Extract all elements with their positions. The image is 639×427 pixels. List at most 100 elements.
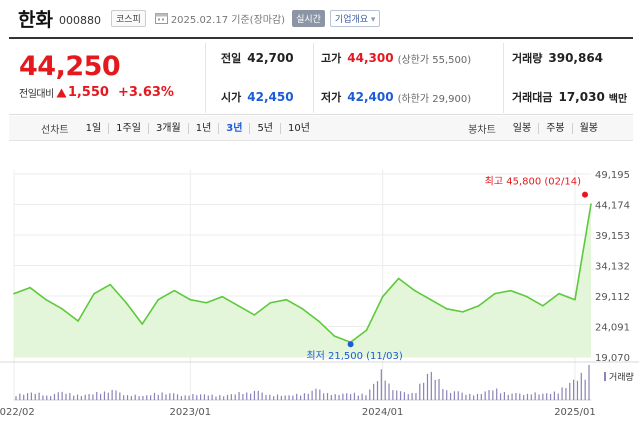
max-annotation: 최고 45,800 (02/14) [485,176,581,188]
price-point [558,292,560,295]
price-point [157,298,160,301]
date-basis: 기준(장마감) [231,14,286,26]
volume-bar [353,392,356,400]
volume-bar [103,391,106,400]
period-3m[interactable]: 3개월 [147,122,188,134]
volume-bar [557,393,559,400]
date-value: 2025.02.17 [170,14,229,26]
price-point [365,329,368,331]
volume-bar [126,395,129,400]
volume-bar [315,388,317,400]
stat-value: 17,030 [558,90,605,104]
period-1w[interactable]: 1주일 [108,122,148,134]
y-tick-label: 19,070 [595,353,630,364]
stat-label: 거래량 [512,52,543,65]
stock-header: 한화 000880 코스피 2025.02.17 기준(장마감) 실시간 기업개… [0,0,639,36]
volume-bar [184,395,186,400]
volume-bar [561,387,563,400]
price-point [317,320,320,322]
realtime-button[interactable]: 실시간 [292,9,325,27]
volume-bar [149,395,152,400]
volume-bar [146,395,148,400]
stat-value: 42,700 [247,51,294,65]
min-point-marker [347,341,354,348]
volume-bar [242,393,244,400]
volume-bar [346,393,348,400]
volume-bar [576,380,579,400]
price-change: 전일대비 1,550 +3.63% [19,85,174,100]
volume-bar [65,393,67,400]
stat-label: 전일 [221,52,242,65]
volume-bar [538,394,540,400]
volume-bar [165,394,167,400]
period-10y[interactable]: 10년 [280,122,317,134]
upper-limit: (상한가 55,500) [397,54,472,66]
min-annotation: 최저 21,500 (11/03) [306,350,402,362]
period-1y[interactable]: 1년 [187,122,219,134]
stat-label: 시가 [221,91,242,104]
x-tick-label: 2022/02 [0,407,35,418]
volume-bar [215,396,217,400]
candle-weekly[interactable]: 주봉 [538,122,571,134]
volume-bar [507,394,509,400]
volume-bar [484,391,486,400]
stat-label: 거래대금 [512,91,553,104]
volume-bar [461,392,463,400]
up-triangle-icon [56,88,67,97]
y-tick-label: 29,112 [595,292,630,303]
volume-bar [526,393,529,400]
volume-bar [61,391,63,400]
max-point-marker [582,191,588,198]
volume-bar [419,383,421,400]
price-point [510,289,512,292]
volume-bar [107,392,109,400]
x-tick-label: 2024/01 [362,407,404,418]
volume-bar [176,394,179,400]
current-price: 44,250 [19,51,121,82]
stock-name: 한화 [18,8,53,31]
price-point [574,298,576,301]
price-point [125,301,127,304]
period-1d[interactable]: 1일 [85,122,102,134]
volume-bar [292,395,294,400]
volume-bar [173,393,175,400]
period-5y[interactable]: 5년 [249,122,280,134]
volume-bar [273,396,275,400]
period-3y[interactable]: 3년 [218,122,249,134]
volume-bar [299,395,302,400]
y-tick-label: 39,153 [595,231,630,242]
volume-bar [523,395,525,400]
volume-bar [430,371,432,400]
volume-bar [26,393,29,400]
volume-bar [407,394,409,400]
quote-date: 2025.02.17 기준(장마감) [171,11,285,26]
volume-bar [423,382,425,400]
volume-bar [496,388,498,400]
stat-value: 42,400 [347,90,394,104]
volume-bar [134,394,136,400]
change-value: 1,550 [67,85,109,100]
volume-bar [380,369,382,400]
volume-bar [38,392,40,400]
volume-bar [542,393,544,400]
volume-bar [253,390,256,400]
stat-prev-close: 전일 42,700 [221,50,294,66]
price-point [526,295,528,298]
volume-bar [492,390,494,400]
candle-daily[interactable]: 일봉 [512,122,532,134]
volume-bar [499,393,502,400]
volume-bar [465,394,467,400]
volume-bar [57,392,59,400]
volume-bar [223,396,225,400]
volume-bar [130,396,132,400]
volume-bar [388,383,390,400]
volume-bar [399,391,402,400]
price-point [253,314,256,316]
volume-bar [50,396,52,400]
volume-bar [69,393,71,400]
volume-bar [565,388,567,400]
company-overview-button[interactable]: 기업개요 ▾ [329,9,381,27]
volume-bar [153,392,156,400]
candle-monthly[interactable]: 월봉 [571,122,605,134]
price-point [141,323,144,325]
